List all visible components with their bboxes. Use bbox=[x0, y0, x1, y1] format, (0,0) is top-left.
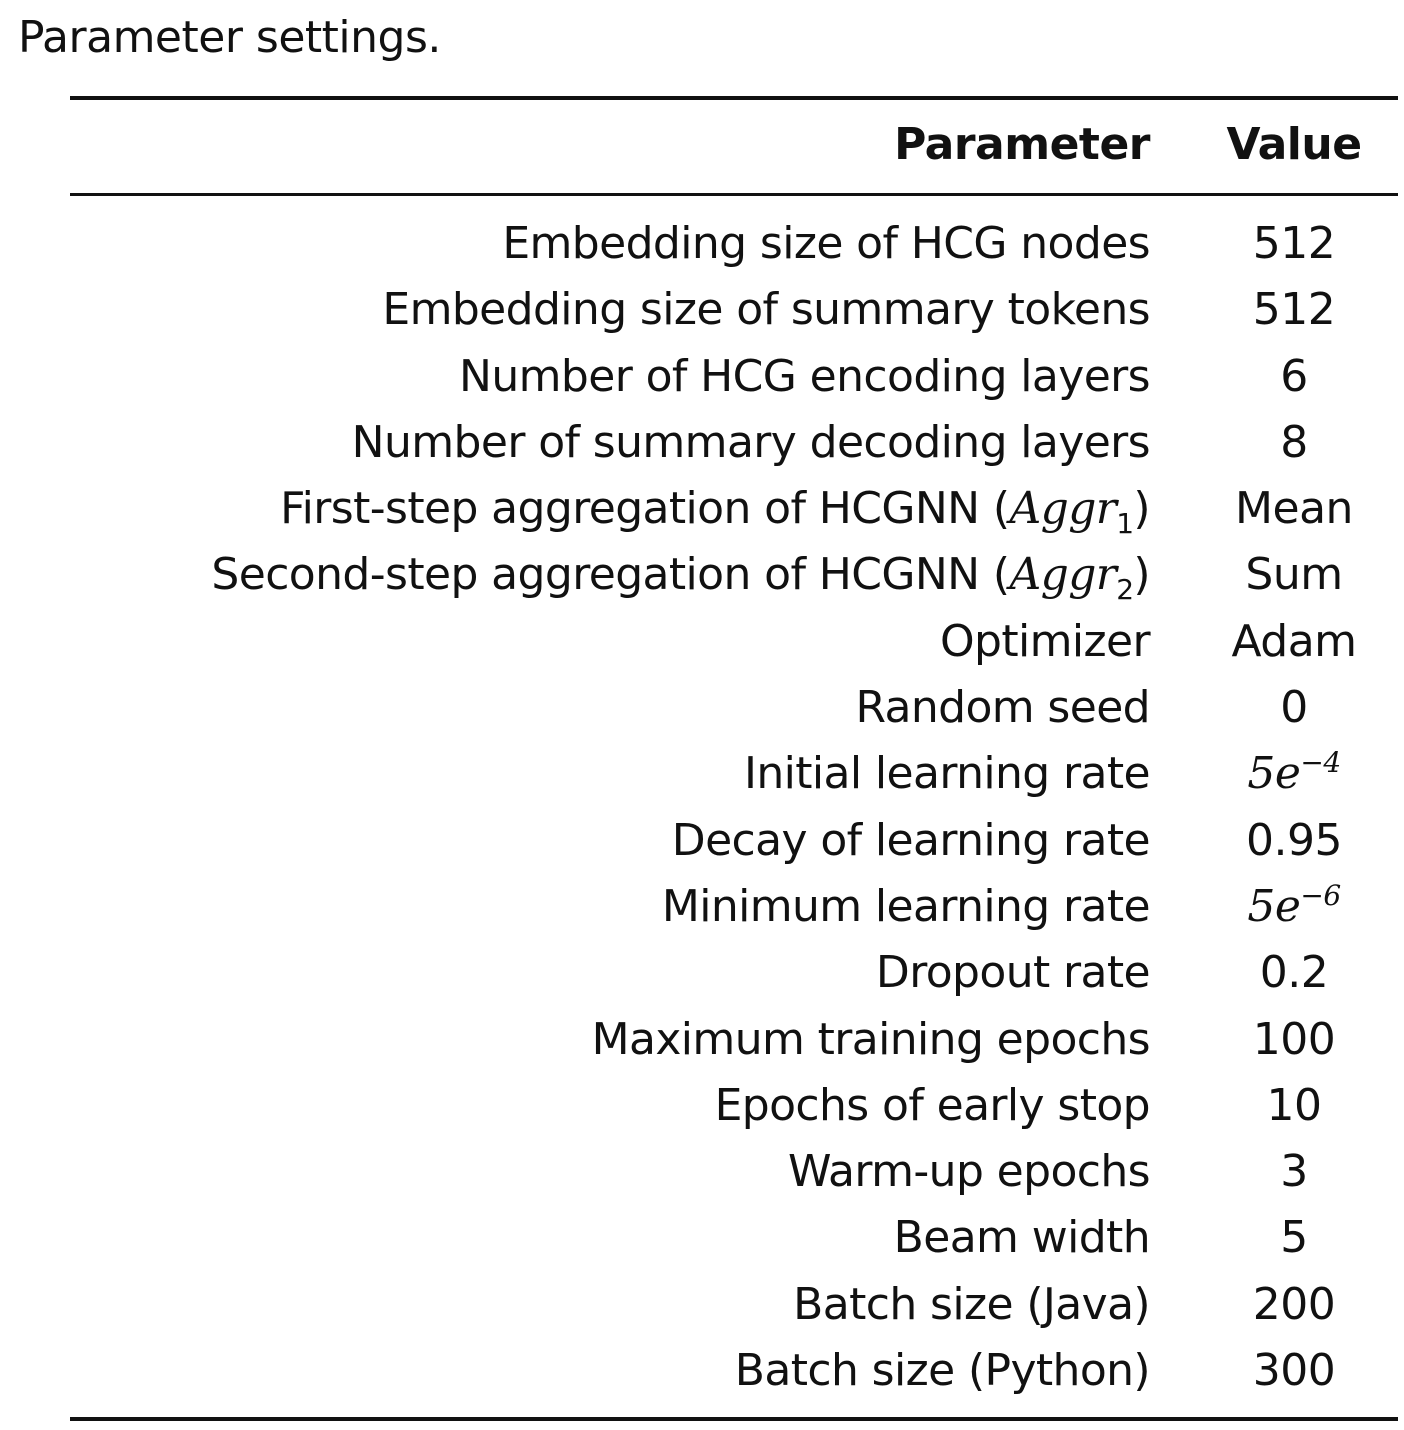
table-row: Minimum learning rate 5e−6 bbox=[0, 874, 1404, 940]
value-cell: 300 bbox=[1252, 1345, 1336, 1397]
value-cell: Mean bbox=[1235, 483, 1353, 535]
value-cell: 0.2 bbox=[1259, 947, 1329, 999]
value-cell: 5e−6 bbox=[1194, 874, 1394, 940]
parameter-cell: Random seed bbox=[855, 682, 1150, 734]
header-parameter: Parameter bbox=[894, 119, 1150, 170]
aggr-subscript: 2 bbox=[1116, 573, 1134, 607]
table-row: Maximum training epochs 100 bbox=[0, 1007, 1404, 1073]
table-row: Decay of learning rate 0.95 bbox=[0, 808, 1404, 874]
parameter-cell: Epochs of early stop bbox=[714, 1079, 1151, 1131]
value-cell: 5 bbox=[1280, 1212, 1308, 1264]
paren-close: ) bbox=[1133, 549, 1150, 601]
table-row: Embedding size of HCG nodes 512 bbox=[0, 211, 1404, 277]
value-cell: 3 bbox=[1280, 1146, 1308, 1198]
aggr-subscript: 1 bbox=[1116, 507, 1134, 541]
parameter-cell: Embedding size of summary tokens bbox=[382, 284, 1150, 336]
parameter-cell: First-step aggregation of HCGNN (Aggr1) bbox=[280, 476, 1150, 542]
value-exponent: −6 bbox=[1300, 878, 1341, 912]
table-row: Beam width 5 bbox=[0, 1205, 1404, 1271]
parameter-cell: Embedding size of HCG nodes bbox=[502, 218, 1150, 269]
parameter-cell: Beam width bbox=[893, 1212, 1151, 1264]
parameter-cell: Optimizer bbox=[940, 615, 1151, 667]
header-value: Value bbox=[1226, 119, 1362, 170]
value-cell: 100 bbox=[1252, 1013, 1336, 1065]
top-rule bbox=[70, 96, 1398, 100]
value-cell: 6 bbox=[1280, 350, 1308, 402]
parameter-text: Second-step aggregation of HCGNN bbox=[211, 549, 980, 601]
table-row: Initial learning rate 5e−4 bbox=[0, 741, 1404, 807]
paren-open: ( bbox=[992, 549, 1010, 601]
value-base: 5e bbox=[1247, 748, 1301, 800]
parameter-cell: Number of HCG encoding layers bbox=[459, 350, 1151, 402]
table-row: Number of summary decoding layers 8 bbox=[0, 410, 1404, 476]
table-row: Batch size (Python) 300 bbox=[0, 1338, 1404, 1404]
parameter-cell: Batch size (Python) bbox=[734, 1345, 1151, 1397]
table-row: First-step aggregation of HCGNN (Aggr1) … bbox=[0, 476, 1404, 542]
table-body: Embedding size of HCG nodes 512 Embeddin… bbox=[0, 211, 1404, 1404]
table-row: Number of HCG encoding layers 6 bbox=[0, 344, 1404, 410]
parameter-cell: Initial learning rate bbox=[743, 748, 1151, 800]
value-cell: Sum bbox=[1245, 549, 1343, 601]
table-row: Optimizer Adam bbox=[0, 609, 1404, 675]
table-row: Embedding size of summary tokens 512 bbox=[0, 277, 1404, 343]
parameter-text: First-step aggregation of HCGNN bbox=[280, 483, 980, 535]
value-base: 5e bbox=[1247, 880, 1301, 932]
table-row: Random seed 0 bbox=[0, 675, 1404, 741]
paren-close: ) bbox=[1133, 483, 1150, 535]
value-cell: 512 bbox=[1252, 218, 1336, 269]
aggr-symbol: Aggr bbox=[1009, 483, 1117, 535]
value-cell: Adam bbox=[1231, 615, 1357, 667]
parameter-cell: Minimum learning rate bbox=[661, 880, 1151, 932]
parameter-cell: Batch size (Java) bbox=[793, 1278, 1150, 1330]
table-row: Batch size (Java) 200 bbox=[0, 1272, 1404, 1338]
table-row: Warm-up epochs 3 bbox=[0, 1139, 1404, 1205]
value-cell: 512 bbox=[1252, 284, 1336, 336]
table-row: Dropout rate 0.2 bbox=[0, 940, 1404, 1006]
parameter-cell: Decay of learning rate bbox=[671, 814, 1151, 866]
parameter-cell: Second-step aggregation of HCGNN (Aggr2) bbox=[211, 542, 1150, 608]
value-cell: 5e−4 bbox=[1194, 741, 1394, 807]
value-cell: 8 bbox=[1280, 416, 1308, 468]
aggr-symbol: Aggr bbox=[1009, 549, 1117, 601]
bottom-rule bbox=[70, 1417, 1398, 1421]
value-cell: 200 bbox=[1252, 1278, 1336, 1330]
paren-open: ( bbox=[992, 483, 1010, 535]
parameter-cell: Number of summary decoding layers bbox=[351, 416, 1151, 468]
parameter-cell: Warm-up epochs bbox=[787, 1146, 1151, 1198]
value-cell: 0 bbox=[1280, 682, 1308, 734]
value-cell: 10 bbox=[1266, 1079, 1323, 1131]
header-rule bbox=[70, 193, 1398, 196]
table-row: Second-step aggregation of HCGNN (Aggr2)… bbox=[0, 542, 1404, 608]
parameter-cell: Dropout rate bbox=[875, 947, 1151, 999]
table-row: Epochs of early stop 10 bbox=[0, 1073, 1404, 1139]
table-caption: Parameter settings. bbox=[18, 12, 441, 63]
parameter-cell: Maximum training epochs bbox=[591, 1013, 1151, 1065]
value-exponent: −4 bbox=[1300, 746, 1341, 780]
value-cell: 0.95 bbox=[1246, 814, 1342, 866]
